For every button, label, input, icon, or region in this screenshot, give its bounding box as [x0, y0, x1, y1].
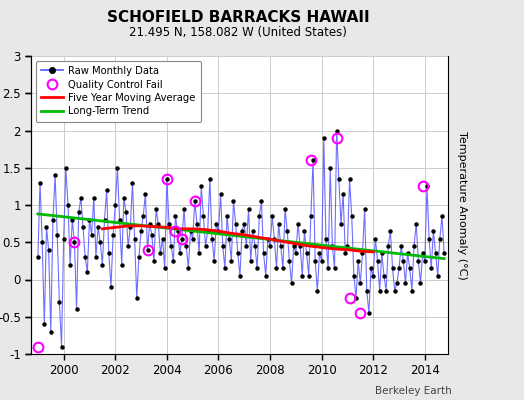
- Y-axis label: Temperature Anomaly (°C): Temperature Anomaly (°C): [457, 131, 467, 279]
- Legend: Raw Monthly Data, Quality Control Fail, Five Year Moving Average, Long-Term Tren: Raw Monthly Data, Quality Control Fail, …: [37, 61, 201, 122]
- Text: Berkeley Earth: Berkeley Earth: [375, 386, 452, 396]
- Text: 21.495 N, 158.082 W (United States): 21.495 N, 158.082 W (United States): [129, 26, 347, 39]
- Text: SCHOFIELD BARRACKS HAWAII: SCHOFIELD BARRACKS HAWAII: [107, 10, 370, 25]
